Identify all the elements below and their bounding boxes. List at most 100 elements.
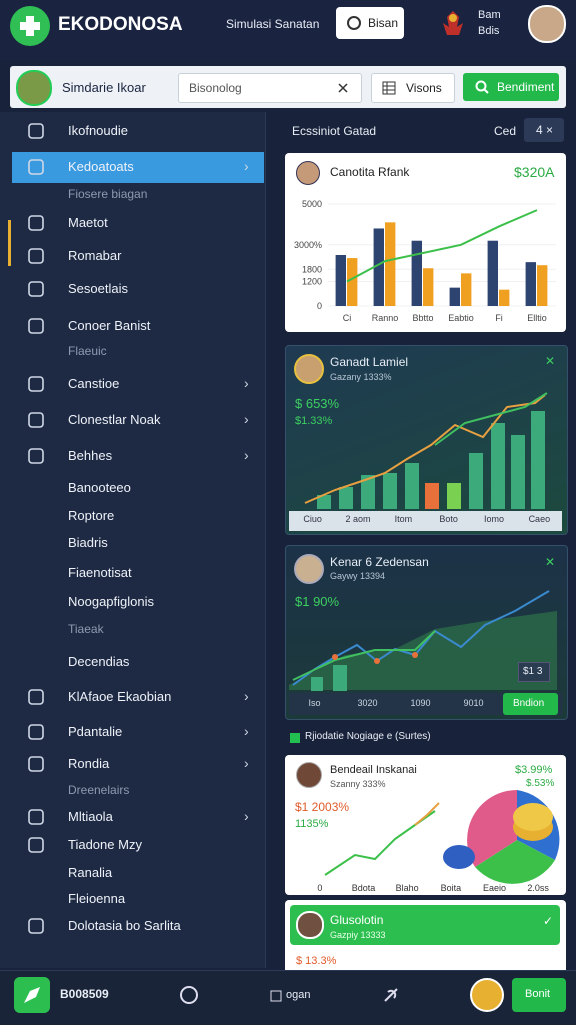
icon-shape [28, 918, 44, 934]
close[interactable]: ✕ [545, 555, 556, 569]
chevron[interactable]: › [244, 375, 249, 391]
avatar[interactable] [528, 5, 566, 43]
sidebar-icon [28, 318, 44, 334]
sidebar-item[interactable]: Flaeuic [68, 344, 107, 358]
clear-icon[interactable] [337, 82, 349, 94]
sidebar-item[interactable]: Mltiaola [68, 809, 113, 824]
card-banner [290, 905, 560, 945]
filter[interactable]: Ced [494, 124, 517, 138]
icon-shape [28, 448, 44, 464]
bar [335, 255, 346, 306]
chevron[interactable]: › [244, 808, 249, 824]
search-input[interactable]: Bisonolog [178, 73, 362, 103]
sidebar-item[interactable]: Kedoatoats [68, 159, 134, 174]
footer-button[interactable]: Bonit [512, 978, 566, 1012]
logo[interactable] [10, 6, 50, 46]
user-line: Bam [478, 9, 501, 21]
footer-icon[interactable] [380, 984, 402, 1006]
sidebar-item[interactable]: Romabar [68, 248, 122, 263]
y-tick-label: 1800 [302, 264, 322, 274]
sidebar-item[interactable]: Noogapfiglonis [68, 594, 155, 609]
line [346, 209, 538, 283]
chevron[interactable]: › [244, 411, 249, 427]
footer-icon[interactable] [14, 977, 50, 1013]
icon [347, 16, 361, 30]
y-tick-label: 1200 [302, 277, 322, 287]
sidebar-icon [28, 159, 44, 175]
card-title: Ganadt Lamiel [330, 355, 409, 369]
sidebar-icon [28, 918, 44, 934]
sidebar-item[interactable]: Tiadone Mzy [68, 837, 142, 852]
sidebar-item[interactable]: Maetot [68, 215, 108, 230]
sidebar-active[interactable] [12, 152, 264, 183]
y-tick-label: 5000 [302, 199, 322, 209]
card-title: Glusolotin [330, 913, 384, 927]
footer-coin[interactable] [470, 978, 504, 1012]
chart-graphic [289, 590, 562, 715]
view-button[interactable]: Visons [371, 73, 455, 103]
sidebar-item[interactable]: Sesoetlais [68, 281, 128, 296]
sidebar-item[interactable]: Conoer Banist [68, 318, 151, 333]
sidebar-item[interactable]: Rondia [68, 756, 110, 771]
chart-graphic [289, 392, 562, 531]
sidebar-item[interactable]: Canstioe [68, 376, 120, 391]
sidebar-item[interactable]: Decendias [68, 654, 130, 669]
chevron[interactable]: › [244, 447, 249, 463]
card-value: $1.33% [295, 415, 333, 427]
card-title: Canotita Rfank [330, 165, 410, 179]
x-tick-label: Boto [439, 514, 458, 524]
logo-icon [20, 16, 40, 36]
sidebar-icon [28, 248, 44, 264]
button-label: Bendiment [497, 80, 555, 94]
card-subtitle: Gazany 1333% [330, 372, 392, 382]
icon-shape [28, 318, 44, 334]
close[interactable]: ✕ [545, 354, 556, 368]
sidebar-icon [28, 281, 44, 297]
sidebar-item[interactable]: Biadris [68, 535, 108, 550]
footer-center[interactable]: ogan [286, 989, 311, 1001]
action-button[interactable]: Bendiment [463, 73, 559, 101]
icon-shape [28, 689, 44, 705]
brand: EKODONOSA [58, 14, 183, 35]
bar [499, 289, 510, 306]
sidebar-item[interactable]: Fleioenna [68, 891, 126, 906]
sidebar-item[interactable]: KlAfaoe Ekaobian [68, 689, 172, 704]
sidebar-item[interactable]: Ikofnoudie [68, 123, 128, 138]
sidebar-item[interactable]: Tiaeak [68, 622, 104, 636]
header-button[interactable]: Bisan [336, 7, 404, 39]
card-subtitle: Szanny 333% [330, 779, 386, 789]
sidebar-item[interactable]: Pdantalie [68, 724, 123, 739]
chevron[interactable]: › [244, 723, 249, 739]
section-label: Rjiodatie Nogiage e (Surtes) [305, 731, 431, 742]
sidebar-item[interactable]: Dolotasia bo Sarlita [68, 918, 181, 933]
card-button[interactable]: Bndion [503, 693, 558, 715]
sidebar-item[interactable]: Clonestlar Noak [68, 412, 161, 427]
sidebar-item[interactable]: Fiaenotisat [68, 565, 132, 580]
x-tick-label: 3020 [357, 698, 378, 708]
sidebar-icon [28, 724, 44, 740]
sidebar-item[interactable]: Roptore [68, 508, 115, 523]
sidebar-item[interactable]: Behhes [68, 448, 113, 463]
chart-graphic [324, 790, 560, 884]
sidebar-item[interactable]: Banooteeo [68, 480, 131, 495]
badge-text: 4 × [536, 123, 554, 137]
chevron[interactable]: › [244, 688, 249, 704]
sidebar-item[interactable]: Dreenelairs [68, 783, 130, 797]
card-subtitle: Gaywy 13394 [330, 571, 386, 581]
profile-name: Simdarie Ikoar [62, 80, 146, 95]
sidebar-item[interactable]: Ranalia [68, 865, 113, 880]
badge[interactable]: 4 × [524, 118, 564, 142]
sidebar-item[interactable]: Fiosere biagan [68, 187, 148, 201]
icon-shape [28, 724, 44, 740]
sidebar-icon [28, 809, 44, 825]
chevron[interactable]: › [244, 755, 249, 771]
sidebar [0, 112, 266, 968]
footer-icon[interactable] [178, 984, 200, 1006]
x-tick-label: Caeo [528, 514, 551, 524]
bar [449, 287, 460, 306]
profile-avatar[interactable] [16, 70, 52, 106]
chevron[interactable]: › [244, 158, 249, 174]
check[interactable]: ✓ [543, 914, 554, 928]
card-avatar [294, 354, 324, 384]
sidebar-icon [28, 756, 44, 772]
